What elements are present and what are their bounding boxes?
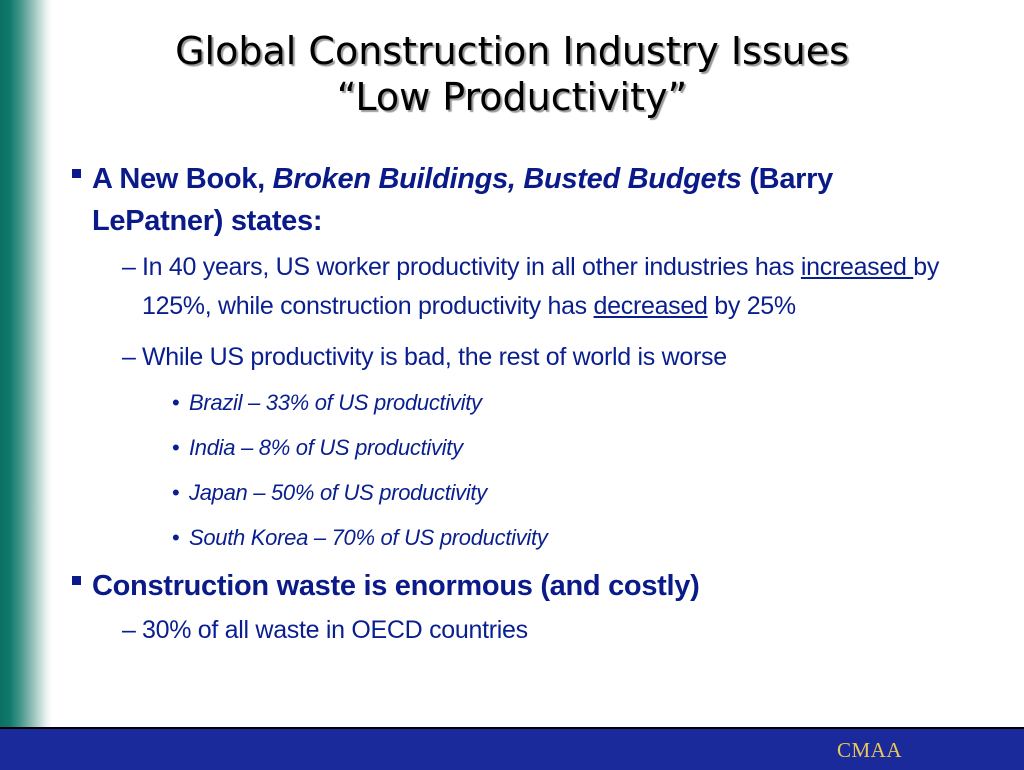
dot-marker: • bbox=[172, 480, 180, 505]
productivity-part1: In 40 years, US worker productivity in a… bbox=[142, 253, 801, 281]
country-item-japan: • Japan – 50% of US productivity bbox=[172, 476, 952, 510]
world-text: While US productivity is bad, the rest o… bbox=[142, 343, 727, 371]
sub-bullet-oecd: – 30% of all waste in OECD countries bbox=[122, 611, 952, 650]
bullet-book-lead: A New Book, bbox=[92, 163, 273, 195]
title-line-1: Global Construction Industry Issues bbox=[175, 29, 849, 73]
book-title: Broken Buildings, Busted Budgets bbox=[272, 163, 742, 195]
productivity-part3: by 25% bbox=[707, 292, 796, 320]
bullet-waste: Construction waste is enormous (and cost… bbox=[72, 565, 952, 607]
decreased-text: decreased bbox=[593, 292, 708, 320]
country-item-india: • India – 8% of US productivity bbox=[172, 431, 952, 465]
slide-content: A New Book, Broken Buildings, Busted Bud… bbox=[72, 158, 952, 650]
dot-marker: • bbox=[172, 525, 180, 550]
country-text: Brazil – 33% of US productivity bbox=[189, 390, 482, 415]
sub-bullet-world: – While US productivity is bad, the rest… bbox=[122, 338, 952, 377]
country-item-south-korea: • South Korea – 70% of US productivity bbox=[172, 521, 952, 555]
square-bullet-icon bbox=[72, 576, 81, 585]
title-line-2: “Low Productivity” bbox=[336, 75, 688, 119]
dash-marker: – bbox=[122, 253, 136, 281]
country-text: South Korea – 70% of US productivity bbox=[189, 525, 548, 550]
country-text: India – 8% of US productivity bbox=[189, 435, 463, 460]
side-gradient-bar bbox=[0, 0, 52, 727]
dash-marker: – bbox=[122, 616, 136, 644]
dot-marker: • bbox=[172, 435, 180, 460]
oecd-text: 30% of all waste in OECD countries bbox=[142, 616, 528, 644]
increased-text: increased bbox=[800, 253, 914, 281]
footer-logo-text: CMAA bbox=[836, 738, 902, 762]
bullet-book: A New Book, Broken Buildings, Busted Bud… bbox=[72, 158, 952, 242]
country-item-brazil: • Brazil – 33% of US productivity bbox=[172, 386, 952, 420]
productivity-part2: by 125%, while construction productivity… bbox=[142, 253, 940, 320]
sub-bullet-productivity: – In 40 years, US worker productivity in… bbox=[122, 248, 952, 326]
dot-marker: • bbox=[172, 390, 180, 415]
footer-bar: CMAA bbox=[0, 727, 1024, 770]
slide-title: Global Construction Industry Issues “Low… bbox=[60, 28, 964, 120]
bullet-book-tail: (Barry LePatner) states: bbox=[92, 163, 833, 237]
dash-marker: – bbox=[122, 343, 136, 371]
country-text: Japan – 50% of US productivity bbox=[189, 480, 487, 505]
square-bullet-icon bbox=[72, 169, 81, 178]
waste-text: Construction waste is enormous (and cost… bbox=[92, 570, 700, 602]
